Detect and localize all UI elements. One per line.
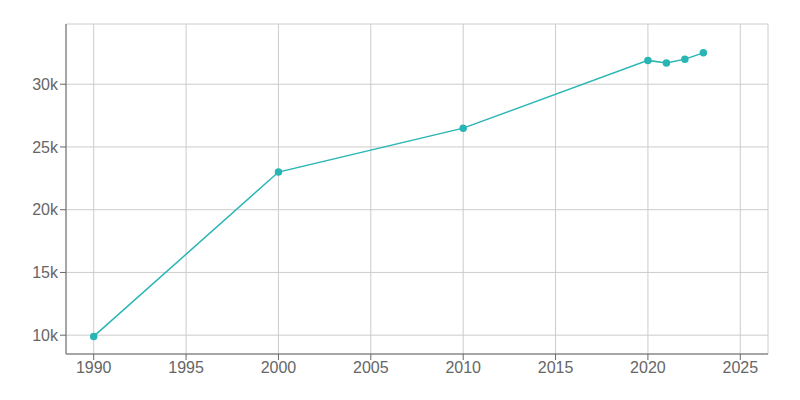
svg-text:30k: 30k [32,76,59,93]
svg-text:2000: 2000 [261,359,297,376]
svg-text:2010: 2010 [445,359,481,376]
svg-text:2005: 2005 [353,359,389,376]
svg-text:2025: 2025 [722,359,758,376]
svg-text:10k: 10k [32,327,59,344]
svg-text:2015: 2015 [538,359,574,376]
svg-text:20k: 20k [32,201,59,218]
svg-text:15k: 15k [32,264,59,281]
svg-text:1995: 1995 [168,359,204,376]
svg-text:1990: 1990 [76,359,112,376]
svg-text:25k: 25k [32,139,59,156]
svg-text:2020: 2020 [630,359,666,376]
